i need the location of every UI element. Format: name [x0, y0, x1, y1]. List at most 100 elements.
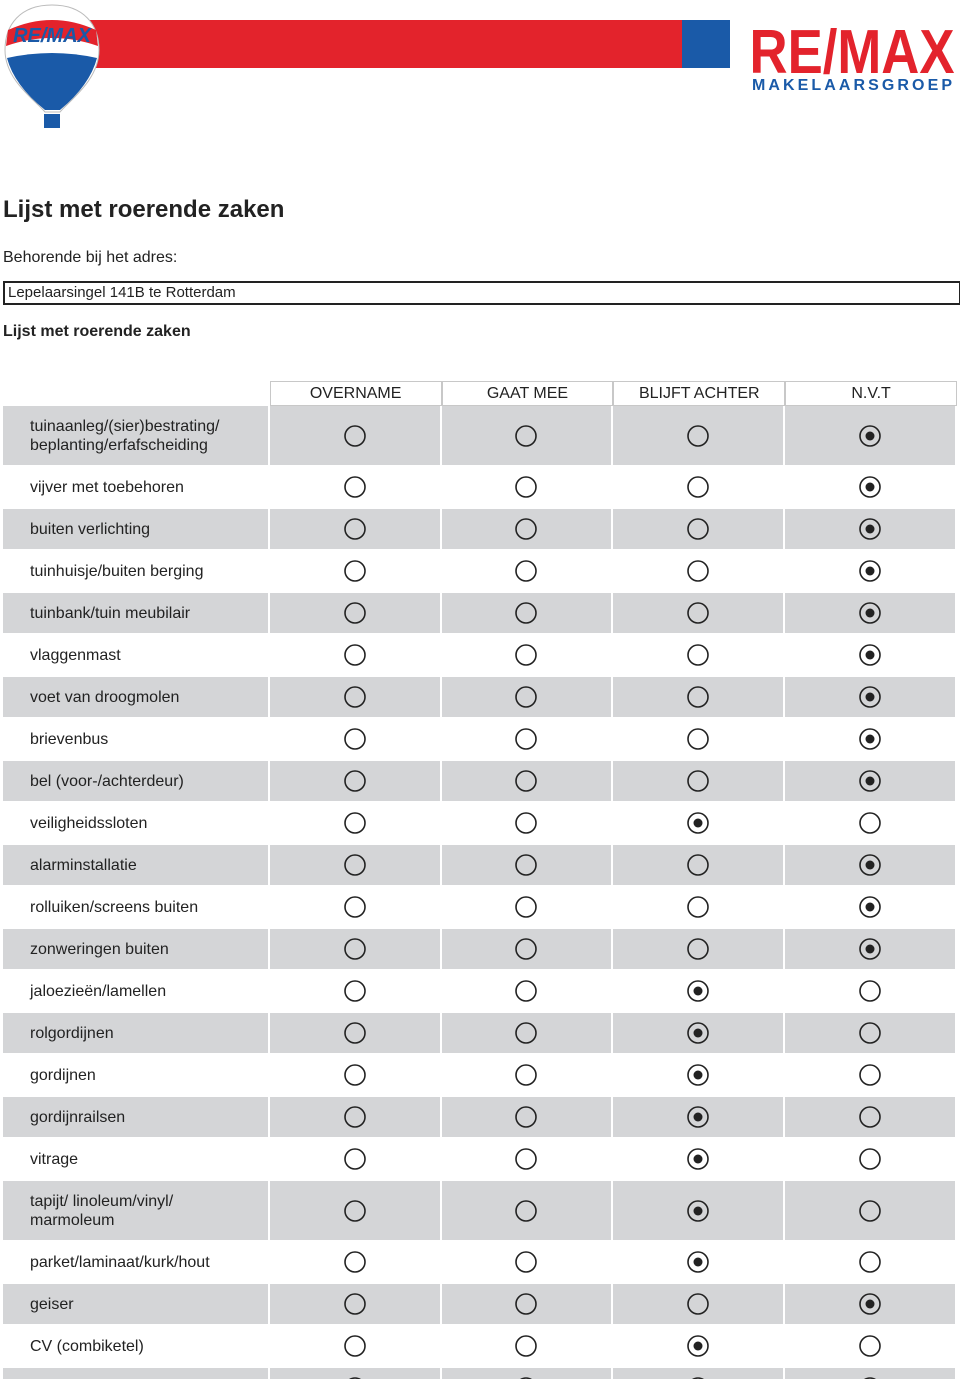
- radio[interactable]: [514, 643, 538, 667]
- radio-dot: [693, 818, 703, 828]
- radio[interactable]: [514, 895, 538, 919]
- radio[interactable]: [343, 937, 367, 961]
- radio[interactable]: [343, 424, 367, 448]
- radio[interactable]: [858, 643, 882, 667]
- radio[interactable]: [686, 601, 710, 625]
- radio[interactable]: [858, 1105, 882, 1129]
- radio[interactable]: [514, 1105, 538, 1129]
- radio[interactable]: [514, 769, 538, 793]
- radio[interactable]: [686, 517, 710, 541]
- radio[interactable]: [514, 1292, 538, 1316]
- radio[interactable]: [343, 769, 367, 793]
- radio[interactable]: [343, 1147, 367, 1171]
- radio[interactable]: [343, 979, 367, 1003]
- radio[interactable]: [858, 979, 882, 1003]
- radio[interactable]: [343, 1334, 367, 1358]
- radio[interactable]: [686, 1376, 710, 1379]
- radio[interactable]: [858, 1021, 882, 1045]
- radio[interactable]: [514, 811, 538, 835]
- radio[interactable]: [858, 1147, 882, 1171]
- radio[interactable]: [514, 1147, 538, 1171]
- radio[interactable]: [514, 1021, 538, 1045]
- radio[interactable]: [858, 475, 882, 499]
- radio[interactable]: [343, 853, 367, 877]
- radio[interactable]: [343, 559, 367, 583]
- radio[interactable]: [858, 1334, 882, 1358]
- radio[interactable]: [343, 811, 367, 835]
- radio[interactable]: [514, 979, 538, 1003]
- radio[interactable]: [858, 601, 882, 625]
- radio[interactable]: [343, 1199, 367, 1223]
- row-label-cell: brievenbus: [3, 719, 270, 761]
- radio[interactable]: [514, 424, 538, 448]
- radio[interactable]: [343, 601, 367, 625]
- radio[interactable]: [343, 727, 367, 751]
- radio[interactable]: [686, 1199, 710, 1223]
- radio[interactable]: [343, 1292, 367, 1316]
- radio[interactable]: [514, 937, 538, 961]
- radio-ring: [348, 1377, 361, 1379]
- radio[interactable]: [686, 475, 710, 499]
- radio[interactable]: [858, 853, 882, 877]
- radio[interactable]: [686, 769, 710, 793]
- radio[interactable]: [343, 517, 367, 541]
- radio[interactable]: [686, 979, 710, 1003]
- radio[interactable]: [686, 1063, 710, 1087]
- radio[interactable]: [514, 1199, 538, 1223]
- radio[interactable]: [858, 1376, 882, 1379]
- radio-ring: [343, 1106, 366, 1128]
- radio[interactable]: [858, 1063, 882, 1087]
- radio[interactable]: [686, 685, 710, 709]
- radio[interactable]: [514, 475, 538, 499]
- radio[interactable]: [858, 1292, 882, 1316]
- radio[interactable]: [686, 937, 710, 961]
- radio[interactable]: [514, 559, 538, 583]
- radio[interactable]: [686, 853, 710, 877]
- radio[interactable]: [343, 643, 367, 667]
- radio[interactable]: [686, 1250, 710, 1274]
- radio[interactable]: [343, 1250, 367, 1274]
- radio[interactable]: [686, 1105, 710, 1129]
- radio[interactable]: [686, 559, 710, 583]
- radio[interactable]: [858, 727, 882, 751]
- radio[interactable]: [686, 811, 710, 835]
- radio[interactable]: [686, 1147, 710, 1171]
- radio[interactable]: [514, 1376, 538, 1379]
- radio[interactable]: [686, 727, 710, 751]
- radio[interactable]: [686, 1334, 710, 1358]
- radio-ring: [343, 812, 366, 834]
- radio[interactable]: [514, 727, 538, 751]
- radio[interactable]: [858, 424, 882, 448]
- radio[interactable]: [686, 424, 710, 448]
- radio[interactable]: [686, 1021, 710, 1045]
- radio[interactable]: [343, 1376, 367, 1379]
- radio[interactable]: [858, 1199, 882, 1223]
- radio[interactable]: [858, 811, 882, 835]
- radio[interactable]: [343, 1105, 367, 1129]
- radio[interactable]: [858, 517, 882, 541]
- radio[interactable]: [514, 601, 538, 625]
- radio-dot: [865, 524, 875, 534]
- radio[interactable]: [686, 643, 710, 667]
- radio[interactable]: [858, 937, 882, 961]
- radio[interactable]: [858, 769, 882, 793]
- radio[interactable]: [514, 1250, 538, 1274]
- radio[interactable]: [686, 895, 710, 919]
- option-cell: [613, 845, 786, 887]
- radio[interactable]: [343, 895, 367, 919]
- radio[interactable]: [858, 685, 882, 709]
- radio[interactable]: [514, 517, 538, 541]
- table-row: voet van droogmolen: [3, 677, 957, 719]
- radio[interactable]: [858, 1250, 882, 1274]
- radio[interactable]: [858, 559, 882, 583]
- radio[interactable]: [514, 1334, 538, 1358]
- radio[interactable]: [343, 685, 367, 709]
- radio[interactable]: [514, 685, 538, 709]
- radio[interactable]: [343, 475, 367, 499]
- radio[interactable]: [343, 1021, 367, 1045]
- radio[interactable]: [343, 1063, 367, 1087]
- radio[interactable]: [514, 1063, 538, 1087]
- radio[interactable]: [686, 1292, 710, 1316]
- radio[interactable]: [514, 853, 538, 877]
- radio[interactable]: [858, 895, 882, 919]
